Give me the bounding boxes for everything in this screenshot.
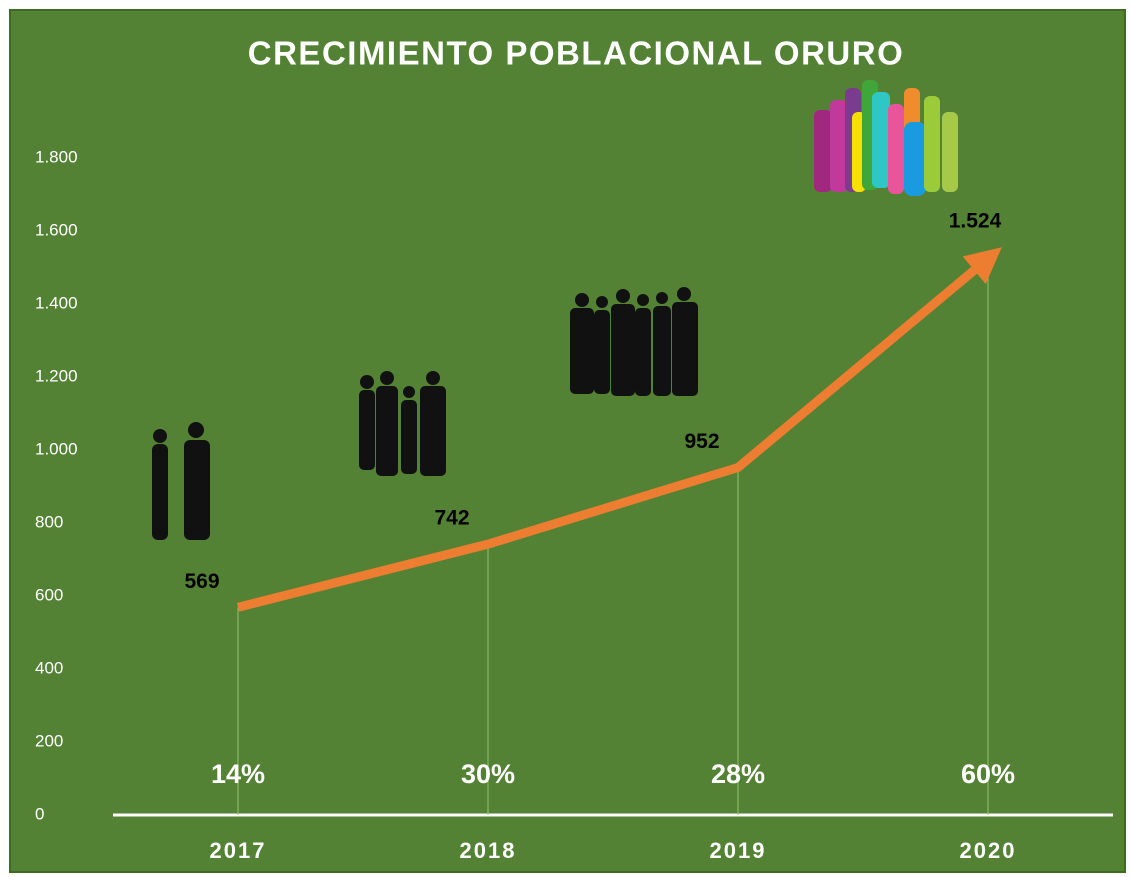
chart: CRECIMIENTO POBLACIONAL ORURO 0 200 400 600… [0,0,1132,877]
x-tick-label: 2020 [960,838,1017,863]
y-tick-label: 0 [35,804,44,823]
growth-label: 14% [211,759,265,789]
growth-label: 28% [711,759,765,789]
page: CRECIMIENTO POBLACIONAL ORURO 0 200 400 600… [0,0,1132,877]
y-tick-label: 600 [35,585,63,604]
y-tick-label: 1.400 [35,293,78,312]
growth-label: 30% [461,759,515,789]
y-tick-label: 1.200 [35,366,78,385]
chart-title: CRECIMIENTO POBLACIONAL ORURO [248,35,904,72]
y-tick-label: 400 [35,658,63,677]
growth-label: 60% [961,759,1015,789]
y-tick-label: 1.800 [35,147,78,166]
data-label: 1.524 [949,209,1002,232]
x-tick-label: 2019 [710,838,767,863]
y-tick-label: 1.600 [35,220,78,239]
y-tick-label: 1.000 [35,439,78,458]
x-tick-label: 2017 [210,838,267,863]
x-tick-label: 2018 [460,838,517,863]
data-label: 742 [434,507,469,530]
data-label: 569 [184,570,219,593]
data-label: 952 [684,430,719,453]
y-tick-label: 800 [35,512,63,531]
y-tick-label: 200 [35,731,63,750]
